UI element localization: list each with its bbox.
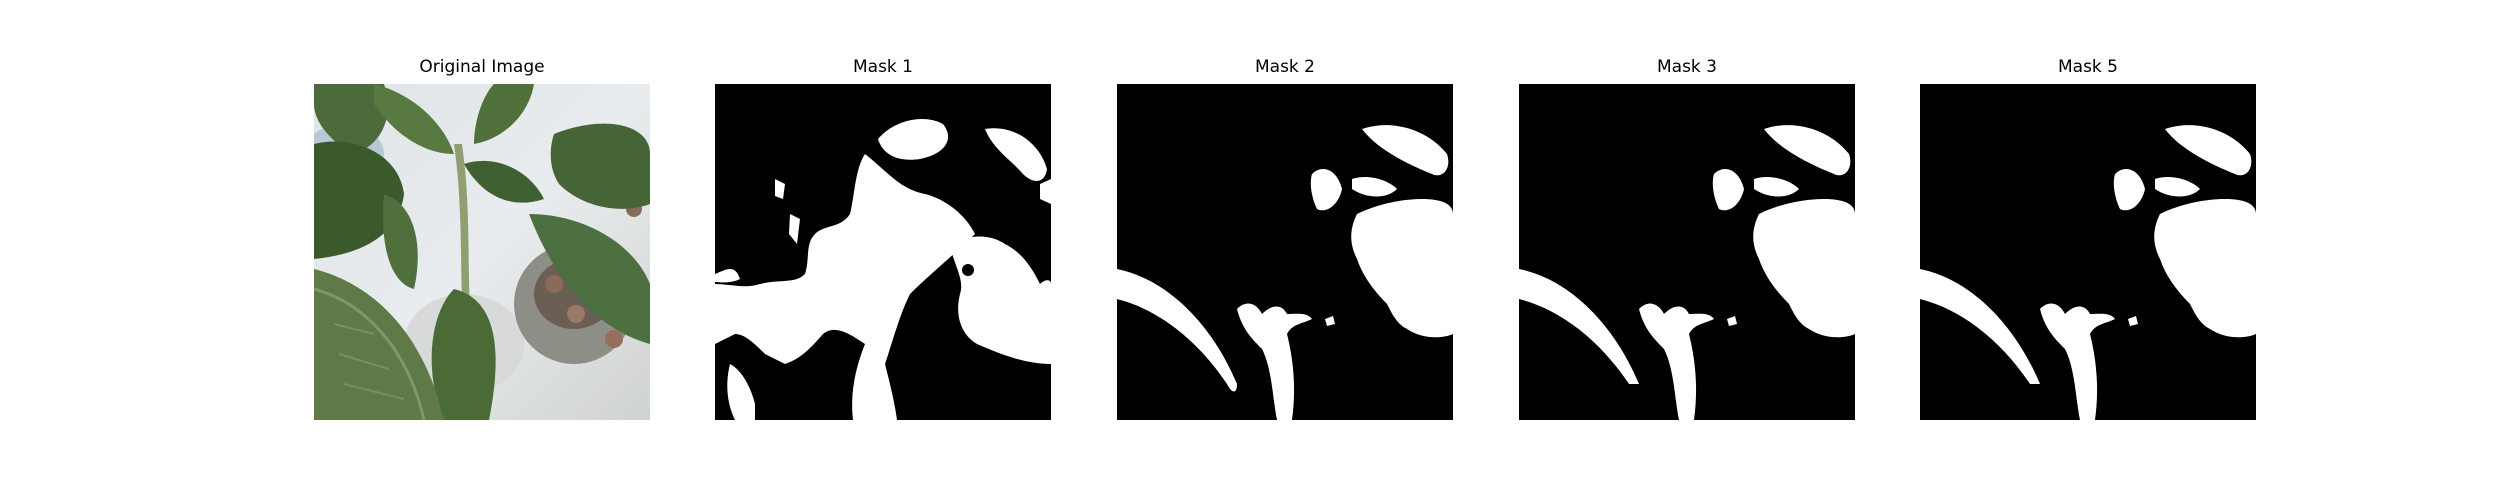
mask-3-image xyxy=(1519,84,1855,420)
panel-original-image: Original Image xyxy=(314,52,650,420)
panel-mask-5: Mask 5 xyxy=(1920,52,2256,420)
panel-mask-3: Mask 3 xyxy=(1519,52,1855,420)
mask-1-image xyxy=(715,84,1051,420)
panel-mask-2: Mask 2 xyxy=(1117,52,1453,420)
panel-title-mask-1: Mask 1 xyxy=(852,57,913,77)
panel-title-mask-3: Mask 3 xyxy=(1656,57,1717,77)
panel-title-original-image: Original Image xyxy=(419,57,545,77)
mask-2-image xyxy=(1117,84,1453,420)
original-image xyxy=(314,84,650,420)
panel-title-mask-2: Mask 2 xyxy=(1254,57,1315,77)
mask-5-image xyxy=(1920,84,2256,420)
panel-title-mask-5: Mask 5 xyxy=(2057,57,2118,77)
panel-mask-1: Mask 1 xyxy=(715,52,1051,420)
